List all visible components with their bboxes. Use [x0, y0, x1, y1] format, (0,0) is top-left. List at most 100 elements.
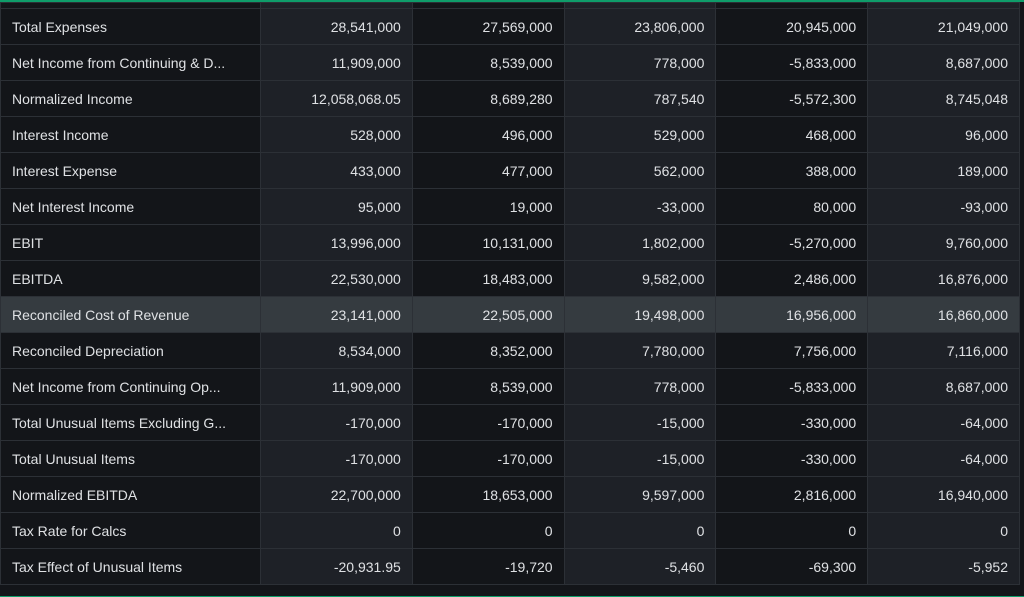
value-cell: 528,000: [260, 116, 413, 153]
value-cell: 16,940,000: [867, 476, 1020, 513]
value-cell: 19,000: [411, 188, 565, 225]
table-row[interactable]: Reconciled Cost of Revenue 23,141,000 22,5…: [0, 296, 1020, 333]
value-cell: -64,000: [867, 440, 1020, 477]
value-cell: 8,689,280: [411, 80, 565, 117]
row-label: Total Unusual Items Excluding G...: [0, 404, 261, 441]
value-cell: 11,909,000: [260, 44, 413, 81]
value-cell: 529,000: [563, 116, 717, 153]
value-cell: 8,745,048: [867, 80, 1020, 117]
value-cell: 8,539,000: [411, 368, 565, 405]
value-cell: 778,000: [563, 368, 717, 405]
row-label: Total Unusual Items: [0, 440, 261, 477]
value-cell: -19,720: [411, 548, 565, 585]
value-cell: 7,780,000: [563, 332, 717, 369]
value-cell: -5,952: [867, 548, 1020, 585]
table-row[interactable]: Normalized EBITDA 22,700,000 18,653,000 9,5…: [0, 476, 1020, 513]
value-cell: 1,802,000: [563, 224, 717, 261]
value-cell: 433,000: [260, 152, 413, 189]
value-cell: 11,909,000: [260, 368, 413, 405]
value-cell: 388,000: [715, 152, 869, 189]
value-cell: -15,000: [563, 404, 717, 441]
table-row[interactable]: Net Income from Continuing Op... 11,909,0…: [0, 368, 1020, 405]
value-cell: 0: [411, 512, 565, 549]
row-label: Normalized Income: [0, 80, 261, 117]
value-cell: 8,687,000: [867, 368, 1020, 405]
table-row[interactable]: EBITDA 22,530,000 18,483,000 9,582,000 2,486…: [0, 260, 1020, 297]
value-cell: 468,000: [715, 116, 869, 153]
value-cell: 496,000: [411, 116, 565, 153]
value-cell: -5,572,300: [715, 80, 869, 117]
table-row[interactable]: Tax Effect of Unusual Items -20,931.95 -19…: [0, 548, 1020, 585]
value-cell: -170,000: [260, 404, 413, 441]
value-cell: -170,000: [411, 440, 565, 477]
value-cell: 562,000: [563, 152, 717, 189]
value-cell: 80,000: [715, 188, 869, 225]
table-row[interactable]: Tax Rate for Calcs 0 0 0 0 0: [0, 512, 1020, 549]
value-cell: 18,653,000: [411, 476, 565, 513]
value-cell: 778,000: [563, 44, 717, 81]
value-cell: -5,833,000: [715, 44, 869, 81]
value-cell: 18,483,000: [411, 260, 565, 297]
value-cell: 12,058,068.05: [260, 80, 413, 117]
value-cell: 7,116,000: [867, 332, 1020, 369]
value-cell: 2,486,000: [715, 260, 869, 297]
value-cell: 0: [260, 512, 413, 549]
table-row[interactable]: Total Unusual Items Excluding G... -170,0…: [0, 404, 1020, 441]
row-label: Total Expenses: [0, 8, 261, 45]
value-cell: 19,498,000: [563, 296, 717, 333]
value-cell: -330,000: [715, 404, 869, 441]
row-label: EBITDA: [0, 260, 261, 297]
value-cell: -15,000: [563, 440, 717, 477]
financials-table: Total Expenses 28,541,000 27,569,000 23,806…: [0, 2, 1020, 585]
table-row[interactable]: Normalized Income 12,058,068.05 8,689,280 7…: [0, 80, 1020, 117]
value-cell: 8,687,000: [867, 44, 1020, 81]
table-row[interactable]: Interest Income 528,000 496,000 529,000 468,…: [0, 116, 1020, 153]
row-label: Tax Effect of Unusual Items: [0, 548, 261, 585]
table-row[interactable]: Net Income from Continuing & D... 11,909,…: [0, 44, 1020, 81]
value-cell: 8,539,000: [411, 44, 565, 81]
value-cell: -64,000: [867, 404, 1020, 441]
accent-top-border: [0, 0, 1024, 2]
row-label: Tax Rate for Calcs: [0, 512, 261, 549]
row-label: Net Interest Income: [0, 188, 261, 225]
value-cell: 96,000: [867, 116, 1020, 153]
value-cell: -20,931.95: [260, 548, 413, 585]
value-cell: 477,000: [411, 152, 565, 189]
value-cell: 27,569,000: [411, 8, 565, 45]
value-cell: 0: [563, 512, 717, 549]
value-cell: -5,270,000: [715, 224, 869, 261]
value-cell: 16,876,000: [867, 260, 1020, 297]
value-cell: 23,806,000: [563, 8, 717, 45]
value-cell: 7,756,000: [715, 332, 869, 369]
value-cell: 22,530,000: [260, 260, 413, 297]
value-cell: 28,541,000: [260, 8, 413, 45]
value-cell: 8,534,000: [260, 332, 413, 369]
value-cell: 9,760,000: [867, 224, 1020, 261]
value-cell: 95,000: [260, 188, 413, 225]
table-row[interactable]: Interest Expense 433,000 477,000 562,000 388…: [0, 152, 1020, 189]
row-label: Net Income from Continuing Op...: [0, 368, 261, 405]
value-cell: -170,000: [411, 404, 565, 441]
table-row[interactable]: Net Interest Income 95,000 19,000 -33,000 80…: [0, 188, 1020, 225]
value-cell: 22,700,000: [260, 476, 413, 513]
value-cell: 2,816,000: [715, 476, 869, 513]
row-label: Reconciled Cost of Revenue: [0, 296, 261, 333]
table-row[interactable]: EBIT 13,996,000 10,131,000 1,802,000 -5,270,…: [0, 224, 1020, 261]
row-label: Normalized EBITDA: [0, 476, 261, 513]
value-cell: -170,000: [260, 440, 413, 477]
value-cell: -5,460: [563, 548, 717, 585]
table-row[interactable]: Total Unusual Items -170,000 -170,000 -15,0…: [0, 440, 1020, 477]
value-cell: 16,860,000: [867, 296, 1020, 333]
value-cell: -33,000: [563, 188, 717, 225]
value-cell: 13,996,000: [260, 224, 413, 261]
row-label: Interest Expense: [0, 152, 261, 189]
value-cell: -330,000: [715, 440, 869, 477]
table-row[interactable]: Reconciled Depreciation 8,534,000 8,352,00…: [0, 332, 1020, 369]
row-label: Interest Income: [0, 116, 261, 153]
table-row[interactable]: Total Expenses 28,541,000 27,569,000 23,806…: [0, 8, 1020, 45]
value-cell: -93,000: [867, 188, 1020, 225]
value-cell: -69,300: [715, 548, 869, 585]
value-cell: 10,131,000: [411, 224, 565, 261]
header-row-clipped: [0, 2, 1020, 9]
value-cell: 23,141,000: [260, 296, 413, 333]
